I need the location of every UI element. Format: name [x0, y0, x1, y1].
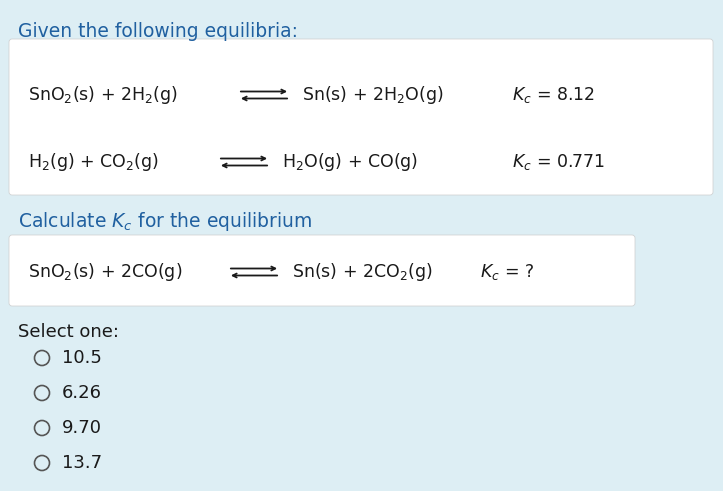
Text: Calculate $K_c$ for the equilibrium: Calculate $K_c$ for the equilibrium: [18, 210, 312, 233]
Text: H$_2$O(g) + CO(g): H$_2$O(g) + CO(g): [282, 151, 418, 173]
Text: Sn(s) + 2CO$_2$(g): Sn(s) + 2CO$_2$(g): [292, 261, 432, 283]
Text: SnO$_2$(s) + 2CO(g): SnO$_2$(s) + 2CO(g): [28, 261, 182, 283]
Text: 9.70: 9.70: [62, 419, 102, 437]
Text: $K_c$ = 0.771: $K_c$ = 0.771: [512, 152, 604, 172]
Text: 6.26: 6.26: [62, 384, 102, 402]
Text: 10.5: 10.5: [62, 349, 102, 367]
FancyBboxPatch shape: [9, 235, 635, 306]
Text: SnO$_2$(s) + 2H$_2$(g): SnO$_2$(s) + 2H$_2$(g): [28, 84, 178, 106]
Text: Given the following equilibria:: Given the following equilibria:: [18, 22, 298, 41]
Text: Select one:: Select one:: [18, 323, 119, 341]
Text: $K_c$ = ?: $K_c$ = ?: [480, 262, 534, 282]
Text: H$_2$(g) + CO$_2$(g): H$_2$(g) + CO$_2$(g): [28, 151, 159, 173]
Text: Sn(s) + 2H$_2$O(g): Sn(s) + 2H$_2$O(g): [302, 84, 443, 106]
Text: $K_c$ = 8.12: $K_c$ = 8.12: [512, 85, 595, 105]
FancyBboxPatch shape: [9, 39, 713, 195]
Text: 13.7: 13.7: [62, 454, 102, 472]
